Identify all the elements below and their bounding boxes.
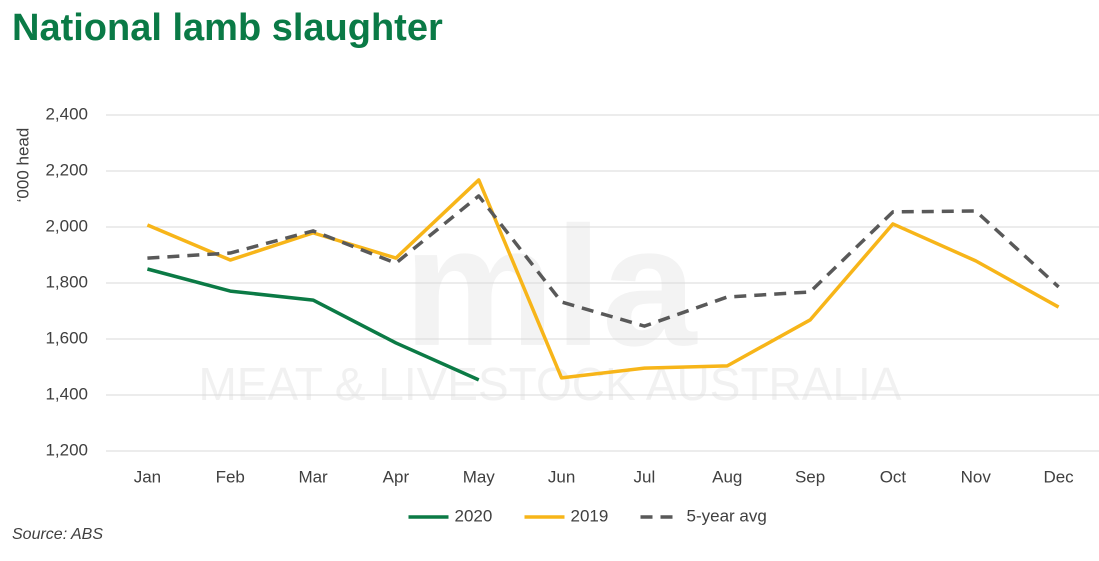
x-tick-label: Aug [712,467,742,486]
x-tick-label: Apr [383,467,410,486]
chart-title: National lamb slaughter [12,7,443,49]
legend-label: 2019 [571,506,609,525]
x-tick-label: Jun [548,467,575,486]
x-tick-label: Jul [634,467,656,486]
x-tick-label: Jan [134,467,161,486]
y-axis-label: ‘000 head [13,128,32,203]
y-tick-label: 1,600 [45,328,88,347]
x-tick-label: Dec [1043,467,1074,486]
y-tick-label: 1,400 [45,384,88,403]
y-tick-label: 2,400 [45,104,88,123]
y-tick-label: 1,200 [45,440,88,459]
x-tick-label: Feb [216,467,245,486]
x-tick-label: Mar [298,467,328,486]
x-tick-label: Nov [961,467,992,486]
x-tick-label: Oct [880,467,907,486]
watermark-text: MEAT & LIVESTOCK AUSTRALIA [198,358,901,410]
line-series [147,194,1060,328]
line-series [146,267,480,382]
source: Source: ABS [12,526,103,543]
x-tick-label: Sep [795,467,825,486]
y-tick-label: 2,000 [45,216,88,235]
y-tick-label: 2,200 [45,160,88,179]
y-tick-label: 1,800 [45,272,88,291]
legend-label: 2020 [455,506,493,525]
x-tick-label: May [463,467,496,486]
line-series [146,178,1060,380]
legend-label: 5-year avg [687,506,767,525]
